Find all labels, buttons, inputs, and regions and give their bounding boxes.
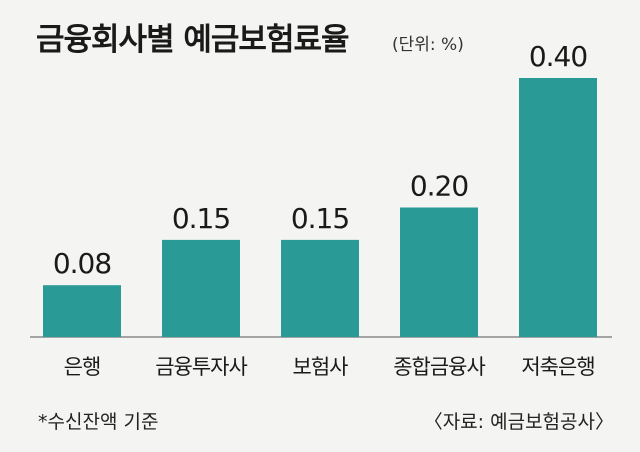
value-label: 0.15	[291, 202, 349, 235]
source-note: 〈자료: 예금보험공사〉	[423, 411, 614, 433]
bar	[162, 239, 240, 337]
chart-title: 금융회사별 예금보험료율	[36, 22, 350, 58]
bar	[400, 207, 478, 337]
category-label: 종합금융사	[393, 355, 485, 379]
category-label: 금융투자사	[155, 355, 247, 379]
value-label: 0.15	[172, 202, 230, 235]
value-label: 0.40	[529, 40, 587, 73]
footnote: *수신잔액 기준	[38, 411, 159, 433]
category-label: 저축은행	[521, 355, 594, 379]
bar	[281, 239, 359, 337]
category-label: 은행	[64, 355, 101, 379]
bar	[519, 78, 597, 337]
value-label: 0.20	[410, 170, 468, 203]
category-label: 보험사	[293, 355, 349, 379]
bar	[43, 285, 121, 337]
unit-label: (단위: %)	[392, 35, 464, 55]
value-label: 0.08	[53, 247, 111, 280]
